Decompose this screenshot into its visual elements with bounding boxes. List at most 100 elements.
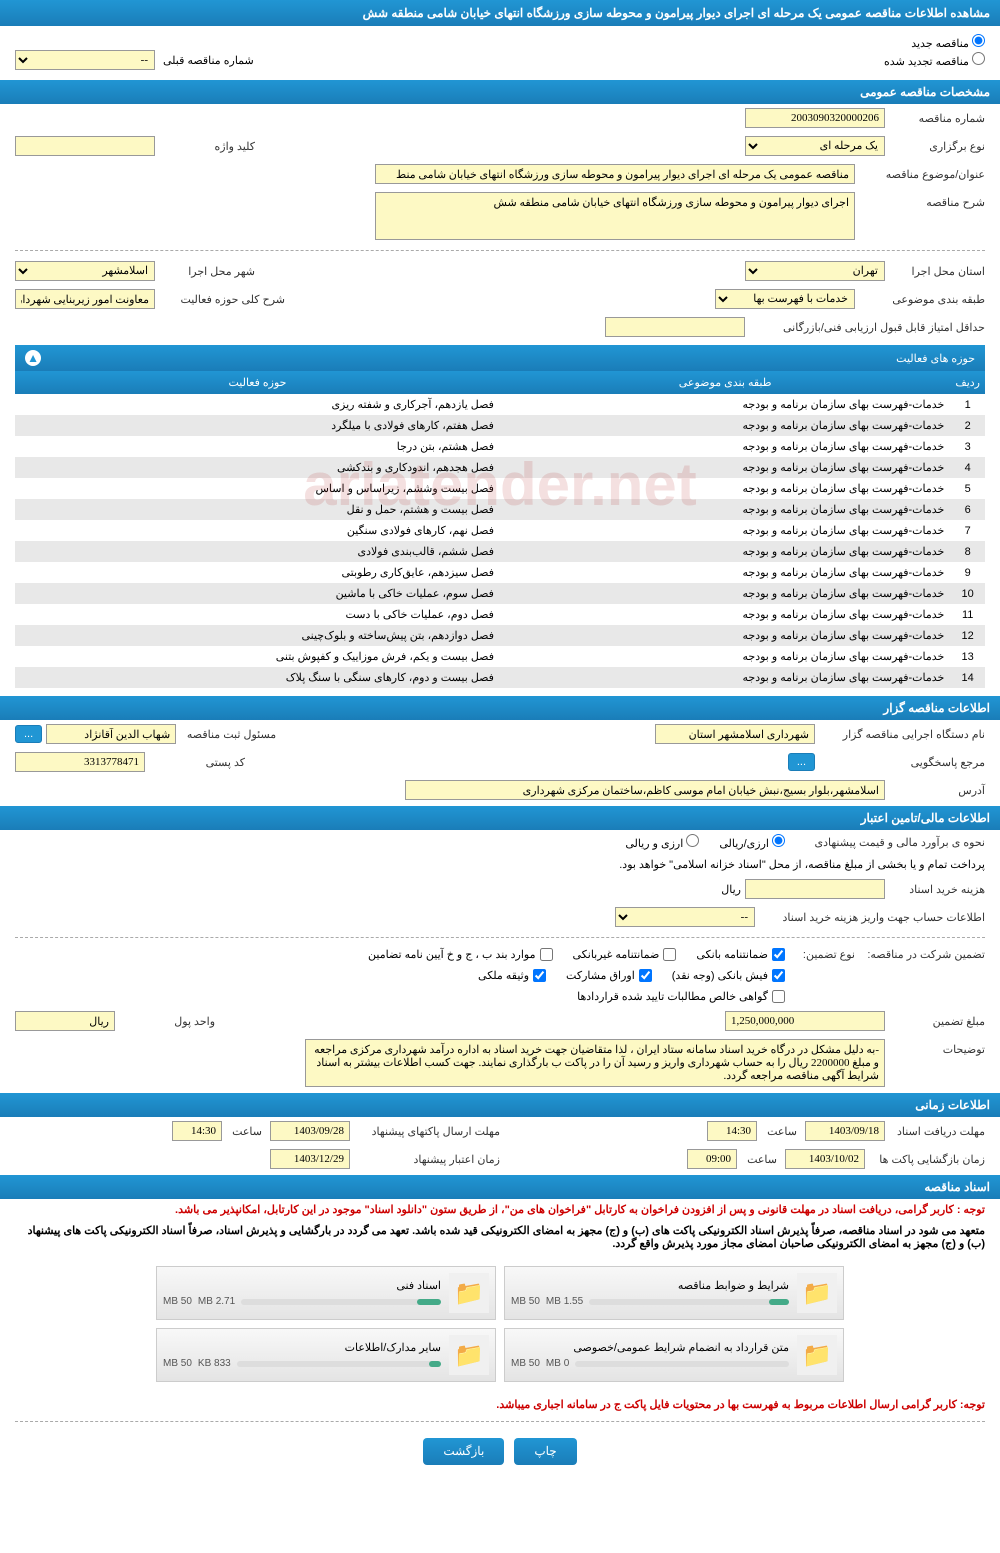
doc-limit: 50 MB [511, 1358, 540, 1369]
chk-participation-bonds[interactable]: اوراق مشارکت [566, 969, 652, 982]
account-label: اطلاعات حساب جهت واریز هزینه خرید اسناد [755, 911, 985, 924]
opening-date-input[interactable] [785, 1149, 865, 1169]
chk-nonbank-guarantee[interactable]: ضمانتنامه غیربانکی [573, 948, 677, 961]
notes-label: توضیحات [885, 1039, 985, 1056]
folder-icon: 📁 [449, 1335, 489, 1375]
activity-table: ردیف طبقه بندی موضوعی حوزه فعالیت 1خدمات… [15, 371, 985, 688]
activity-input[interactable] [15, 289, 155, 309]
city-label: شهر محل اجرا [155, 265, 255, 278]
section-documents: اسناد مناقصه [0, 1175, 1000, 1199]
prev-tender-num-select[interactable]: -- [15, 50, 155, 70]
keyword-input[interactable] [15, 136, 155, 156]
chk-bank-receipt[interactable]: فیش بانکی (وجه نقد) [672, 969, 785, 982]
estimate-label: نحوه ی برآورد مالی و قیمت پیشنهادی [785, 836, 985, 849]
activity-label: شرح کلی حوزه فعالیت [155, 293, 285, 306]
validity-date-input[interactable] [270, 1149, 350, 1169]
doc-title: شرایط و ضوابط مناقصه [511, 1279, 789, 1292]
receive-time-input[interactable] [707, 1121, 757, 1141]
activity-areas-title: حوزه های فعالیت [896, 352, 975, 365]
col-area: حوزه فعالیت [15, 371, 500, 394]
back-button[interactable]: بازگشت [423, 1438, 504, 1465]
receive-date-input[interactable] [805, 1121, 885, 1141]
ref-label: مرجع پاسخگویی [815, 756, 985, 769]
category-label: طبقه بندی موضوعی [855, 293, 985, 306]
notice-2: متعهد می شود در اسناد مناقصه، صرفاً پذیر… [0, 1220, 1000, 1254]
postal-input[interactable] [15, 752, 145, 772]
table-row: 3خدمات-فهرست بهای سازمان برنامه و بودجهف… [15, 436, 985, 457]
folder-icon: 📁 [449, 1273, 489, 1313]
table-row: 13خدمات-فهرست بهای سازمان برنامه و بودجه… [15, 646, 985, 667]
page-title: مشاهده اطلاعات مناقصه عمومی یک مرحله ای … [0, 0, 1000, 26]
ref-lookup-button[interactable]: ... [788, 753, 815, 771]
doc-cost-input[interactable] [745, 879, 885, 899]
tender-num-label: شماره مناقصه [885, 112, 985, 125]
address-input[interactable] [405, 780, 885, 800]
section-general-specs: مشخصات مناقصه عمومی [0, 80, 1000, 104]
doc-size: 0 MB [546, 1358, 569, 1369]
responsible-input[interactable] [46, 724, 176, 744]
doc-size: 833 KB [198, 1358, 231, 1369]
doc-title: متن قرارداد به انضمام شرایط عمومی/خصوصی [511, 1341, 789, 1354]
prev-tender-num-label: شماره مناقصه قبلی [163, 54, 254, 67]
org-label: نام دستگاه اجرایی مناقصه گزار [815, 728, 985, 741]
chk-net-claims[interactable]: گواهی خالص مطالبات تایید شده قراردادها [577, 990, 785, 1003]
category-select[interactable]: خدمات با فهرست بها [715, 289, 855, 309]
radio-renewed-tender[interactable]: مناقصه تجدید شده [884, 52, 985, 68]
chk-property-pledge[interactable]: وثیقه ملکی [478, 969, 546, 982]
receive-label: مهلت دریافت اسناد [885, 1125, 985, 1138]
currency-input[interactable] [15, 1011, 115, 1031]
chk-bank-guarantee[interactable]: ضمانتنامه بانکی [696, 948, 785, 961]
col-row: ردیف [950, 371, 985, 394]
subject-label: عنوان/موضوع مناقصه [855, 168, 985, 181]
city-select[interactable]: اسلامشهر [15, 261, 155, 281]
section-financial: اطلاعات مالی/تامین اعتبار [0, 806, 1000, 830]
guarantee-label: تضمین شرکت در مناقصه: [855, 948, 985, 961]
submit-date-input[interactable] [270, 1121, 350, 1141]
opening-time-input[interactable] [687, 1149, 737, 1169]
table-row: 5خدمات-فهرست بهای سازمان برنامه و بودجهف… [15, 478, 985, 499]
chk-clause-items[interactable]: موارد بند ب ، ج و خ آیین نامه تضامین [368, 948, 552, 961]
rial-label: ریال [721, 883, 741, 896]
org-input[interactable] [655, 724, 815, 744]
desc-label: شرح مناقصه [855, 192, 985, 209]
type-select[interactable]: یک مرحله ای [745, 136, 885, 156]
radio-new-tender[interactable]: مناقصه جدید [911, 38, 985, 50]
col-category: طبقه بندی موضوعی [500, 371, 950, 394]
doc-item[interactable]: 📁 شرایط و ضوابط مناقصه 1.55 MB 50 MB [504, 1266, 844, 1320]
opening-time-label: ساعت [737, 1153, 777, 1166]
doc-item[interactable]: 📁 متن قرارداد به انضمام شرایط عمومی/خصوص… [504, 1328, 844, 1382]
tender-num-input[interactable] [745, 108, 885, 128]
table-row: 11خدمات-فهرست بهای سازمان برنامه و بودجه… [15, 604, 985, 625]
notice-3: توجه: کاربر گرامی ارسال اطلاعات مربوط به… [0, 1394, 1000, 1415]
doc-limit: 50 MB [511, 1296, 540, 1307]
folder-icon: 📁 [797, 1273, 837, 1313]
doc-size: 2.71 MB [198, 1296, 235, 1307]
table-row: 6خدمات-فهرست بهای سازمان برنامه و بودجهف… [15, 499, 985, 520]
address-label: آدرس [885, 784, 985, 797]
opening-label: زمان بازگشایی پاکت ها [865, 1153, 985, 1166]
table-row: 4خدمات-فهرست بهای سازمان برنامه و بودجهف… [15, 457, 985, 478]
radio-arzi-va-riali[interactable]: ارزی و ریالی [625, 834, 699, 850]
guarantee-amount-input[interactable] [725, 1011, 885, 1031]
currency-label: واحد پول [115, 1015, 215, 1028]
section-organizer: اطلاعات مناقصه گزار [0, 696, 1000, 720]
doc-title: سایر مدارک/اطلاعات [163, 1341, 441, 1354]
table-row: 8خدمات-فهرست بهای سازمان برنامه و بودجهف… [15, 541, 985, 562]
account-select[interactable]: -- [615, 907, 755, 927]
print-button[interactable]: چاپ [514, 1438, 576, 1465]
doc-item[interactable]: 📁 اسناد فنی 2.71 MB 50 MB [156, 1266, 496, 1320]
collapse-icon[interactable]: ▲ [25, 350, 41, 366]
responsible-lookup-button[interactable]: ... [15, 725, 42, 743]
notes-textarea[interactable]: -به دلیل مشکل در درگاه خرید اسناد سامانه… [305, 1039, 885, 1087]
folder-icon: 📁 [797, 1335, 837, 1375]
min-score-label: حداقل امتیاز قابل قبول ارزیابی فنی/بازرگ… [745, 321, 985, 334]
radio-arzi-riali[interactable]: ارزی/ریالی [719, 834, 785, 850]
doc-title: اسناد فنی [163, 1279, 441, 1292]
min-score-input[interactable] [605, 317, 745, 337]
subject-input[interactable] [375, 164, 855, 184]
desc-textarea[interactable]: اجرای دیوار پیرامون و محوطه سازی ورزشگاه… [375, 192, 855, 240]
province-select[interactable]: تهران [745, 261, 885, 281]
table-row: 7خدمات-فهرست بهای سازمان برنامه و بودجهف… [15, 520, 985, 541]
submit-time-input[interactable] [172, 1121, 222, 1141]
doc-item[interactable]: 📁 سایر مدارک/اطلاعات 833 KB 50 MB [156, 1328, 496, 1382]
